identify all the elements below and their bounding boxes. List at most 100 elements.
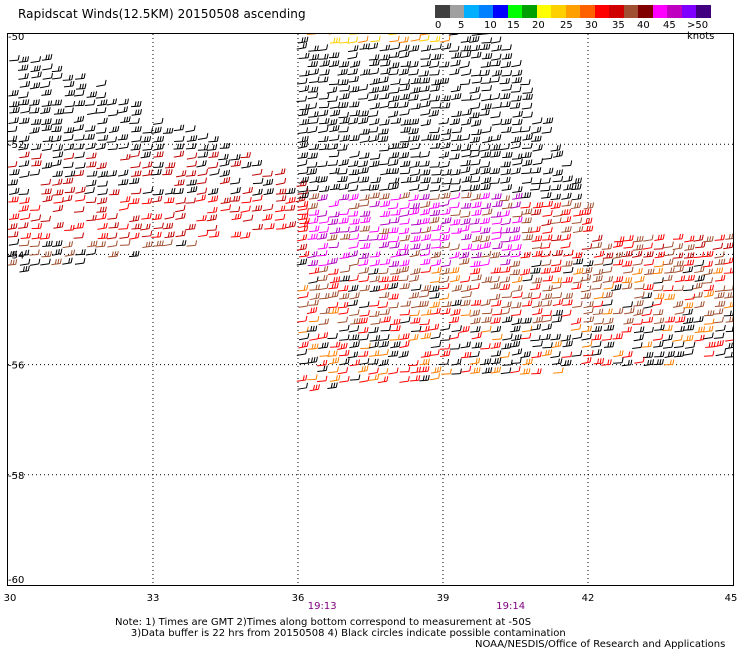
wind-barb	[96, 197, 108, 205]
wind-barb	[418, 70, 429, 77]
wind-barb	[359, 210, 371, 217]
wind-barb	[653, 317, 665, 325]
wind-barb	[469, 44, 481, 52]
wind-barb	[621, 260, 633, 267]
wind-barb	[388, 367, 399, 375]
wind-barb	[580, 292, 592, 300]
wind-barb	[107, 143, 119, 151]
wind-barb	[153, 240, 164, 247]
wind-barb	[75, 186, 86, 194]
wind-barb	[399, 168, 411, 175]
wind-barb	[713, 339, 724, 348]
wind-barb	[369, 153, 381, 160]
wind-barb	[420, 266, 432, 273]
wind-barb	[512, 284, 523, 292]
wind-barb	[461, 175, 473, 183]
wind-barb	[337, 301, 349, 309]
wind-barb	[337, 144, 348, 151]
wind-barb	[18, 160, 30, 167]
wind-barb	[450, 169, 461, 176]
wind-barb	[20, 213, 31, 221]
wind-barb	[429, 285, 440, 293]
wind-barb	[275, 168, 286, 176]
wind-barb	[307, 251, 318, 259]
wind-barb	[348, 284, 359, 292]
wind-barb	[440, 134, 451, 142]
wind-barb	[62, 177, 74, 185]
wind-barb	[448, 45, 460, 52]
wind-barb	[491, 69, 503, 77]
wind-barb	[399, 376, 410, 383]
wind-barb	[571, 193, 583, 201]
wind-barb	[297, 141, 309, 149]
legend-swatch	[493, 5, 508, 18]
wind-barb	[572, 226, 584, 234]
wind-barb	[501, 53, 513, 60]
wind-barb	[298, 85, 310, 93]
wind-barb	[206, 224, 218, 231]
wind-barb	[326, 86, 338, 94]
wind-barb	[431, 169, 442, 176]
wind-barb	[120, 153, 131, 161]
wind-barb	[380, 316, 391, 323]
wind-barb	[63, 107, 74, 114]
wind-barb	[338, 209, 350, 216]
wind-barb	[408, 292, 420, 299]
wind-barb	[18, 99, 30, 106]
wind-barb	[479, 109, 490, 116]
wind-barb	[581, 357, 592, 365]
wind-barb	[499, 307, 511, 315]
wind-barb	[480, 202, 492, 210]
wind-barb	[470, 317, 481, 325]
wind-barb	[410, 86, 421, 94]
wind-barb	[419, 208, 431, 216]
wind-barb	[509, 269, 521, 276]
wind-barb	[275, 177, 287, 186]
wind-barb	[390, 250, 401, 258]
wind-barb	[329, 227, 341, 235]
wind-barb	[440, 35, 451, 43]
wind-barb	[593, 292, 604, 300]
wind-barb	[309, 384, 320, 392]
wind-barb	[207, 161, 219, 169]
wind-barb	[560, 241, 571, 249]
wind-barb	[379, 183, 390, 191]
wind-barb	[307, 259, 319, 267]
wind-barb	[439, 102, 451, 109]
wind-barb	[470, 193, 481, 201]
wind-barb	[42, 63, 53, 71]
wind-barb	[471, 51, 482, 59]
wind-barb	[500, 266, 511, 273]
wind-barb	[490, 267, 502, 274]
wind-barb	[664, 350, 675, 358]
wind-barb	[480, 144, 491, 152]
wind-barb	[328, 366, 339, 374]
wind-barb	[501, 126, 512, 134]
wind-barb	[591, 334, 602, 341]
wind-barb	[521, 177, 533, 184]
wind-barb	[683, 324, 695, 331]
wind-barb	[520, 202, 531, 209]
wind-barb	[450, 209, 461, 217]
wind-barb	[421, 309, 432, 316]
wind-barb	[388, 275, 399, 282]
wind-barb	[95, 92, 107, 99]
wind-barb	[399, 191, 411, 199]
wind-barb	[500, 236, 511, 243]
wind-barb	[39, 233, 51, 240]
wind-barb	[318, 53, 329, 60]
latitude-labels: -50-52-54-56-58-60	[8, 34, 24, 585]
wind-barb	[461, 94, 472, 101]
wind-barb	[674, 325, 685, 333]
wind-barb	[52, 72, 63, 80]
wind-barb	[242, 214, 254, 222]
wind-barb	[490, 341, 501, 349]
wind-barb	[360, 216, 371, 224]
wind-barb	[502, 333, 513, 341]
wind-barbs	[8, 34, 733, 392]
wind-barb	[449, 243, 460, 251]
wind-barb	[359, 310, 370, 317]
wind-barb	[469, 357, 481, 365]
wind-barb	[530, 126, 542, 134]
wind-barb	[430, 234, 442, 241]
